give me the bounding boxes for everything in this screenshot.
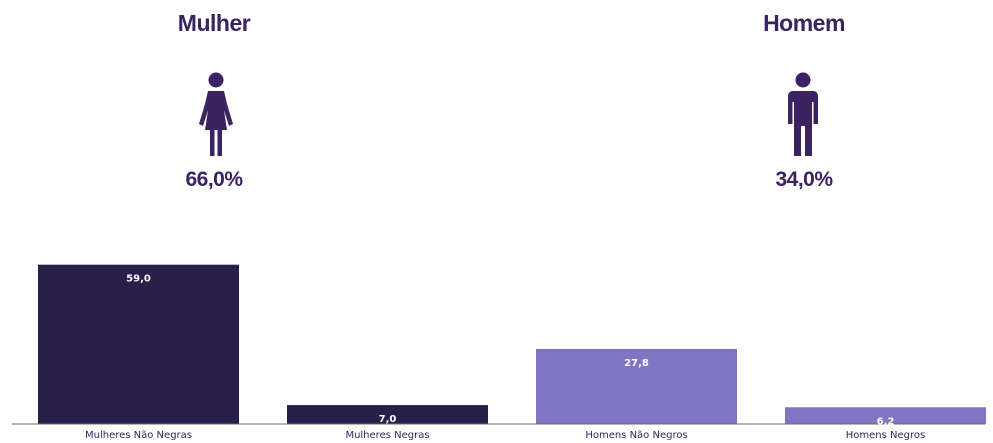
labels-layer: 59,0 Mulheres Não Negras 7,0 Mulheres Negra…: [85, 274, 925, 441]
female-percent: 66,0%: [185, 168, 243, 191]
bar-value-label: 7,0: [379, 414, 397, 425]
bar-1: [287, 405, 488, 424]
male-percent: 34,0%: [775, 168, 833, 191]
bars-layer: [38, 264, 986, 424]
bar-2: [536, 348, 737, 424]
category-label: Homens Negros: [846, 430, 925, 441]
bar-value-label: 59,0: [126, 274, 151, 285]
bar-value-label: 27,8: [624, 358, 649, 369]
bar-0: [38, 264, 239, 424]
female-title: Mulher: [177, 10, 251, 36]
female-person-icon: [199, 72, 233, 156]
category-label: Mulheres Não Negras: [85, 430, 192, 441]
bar-value-label: 6,2: [877, 416, 895, 427]
category-label: Homens Não Negros: [585, 430, 687, 441]
bar-3: [785, 407, 986, 424]
male-title: Homem: [763, 10, 845, 36]
male-person-icon: [788, 72, 818, 156]
category-label: Mulheres Negras: [345, 430, 429, 441]
